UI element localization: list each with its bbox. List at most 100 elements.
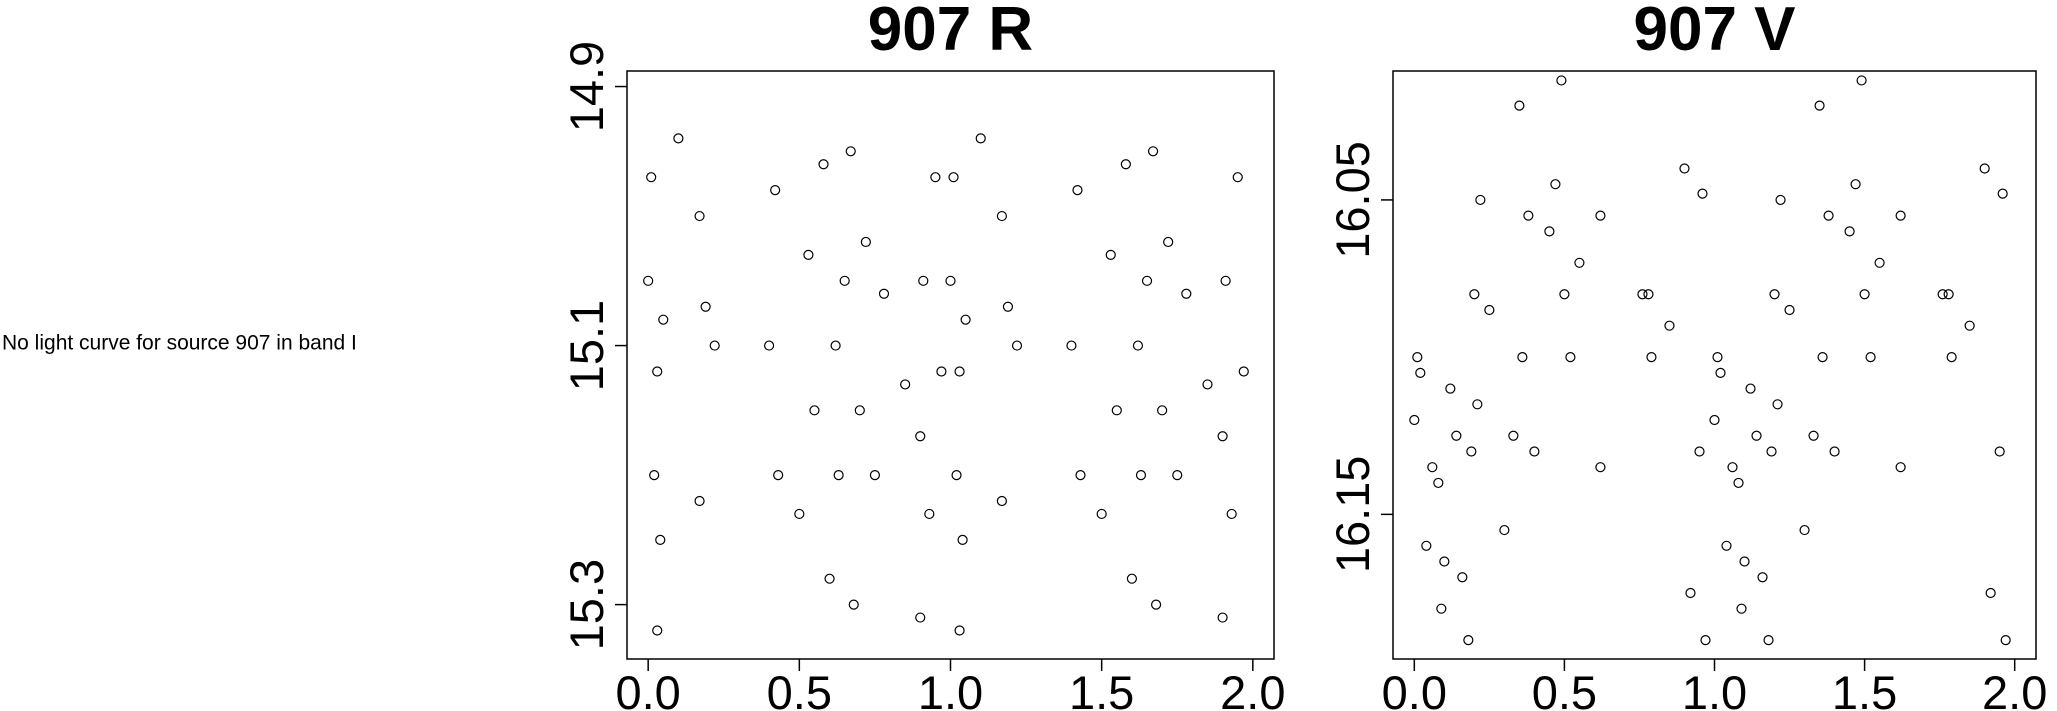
data-point xyxy=(1844,226,1855,237)
data-point xyxy=(1865,352,1876,363)
data-point xyxy=(996,210,1007,222)
data-point xyxy=(1499,524,1510,536)
x-tick-label: 1.5 xyxy=(1069,666,1134,711)
data-point xyxy=(1994,446,2005,457)
data-point xyxy=(1733,477,1744,489)
data-point xyxy=(833,469,844,481)
data-point xyxy=(1172,469,1183,481)
data-point xyxy=(803,249,814,261)
data-point xyxy=(1559,289,1570,300)
data-point xyxy=(658,314,669,325)
x-tick-label: 0.5 xyxy=(767,666,832,711)
data-point xyxy=(1202,379,1213,390)
y-tick-label: 16.15 xyxy=(1326,456,1379,574)
data-point xyxy=(918,275,929,286)
data-point xyxy=(951,469,962,481)
data-point xyxy=(1694,446,1705,457)
data-point xyxy=(1751,430,1762,441)
data-point xyxy=(839,275,850,286)
data-point xyxy=(1715,367,1726,378)
data-point xyxy=(773,469,784,481)
data-point xyxy=(1859,289,1870,300)
data-point xyxy=(915,431,926,442)
data-point xyxy=(954,366,965,377)
data-point xyxy=(1132,340,1144,351)
data-point xyxy=(1463,635,1474,646)
data-point xyxy=(936,366,947,377)
data-point xyxy=(818,159,829,170)
data-point xyxy=(694,210,705,222)
data-point xyxy=(1066,340,1077,351)
data-point xyxy=(960,314,971,325)
y-tick-label: 15.3 xyxy=(560,559,613,650)
data-point xyxy=(643,275,654,286)
x-tick-label: 0.0 xyxy=(615,666,680,711)
data-point xyxy=(1475,194,1486,206)
data-point xyxy=(1141,275,1153,286)
data-point xyxy=(1937,289,1948,300)
data-point xyxy=(975,133,986,144)
data-point xyxy=(1808,430,1819,441)
data-point xyxy=(1451,430,1462,441)
data-point xyxy=(1784,304,1795,316)
data-point xyxy=(1943,289,1954,300)
data-point xyxy=(1679,163,1690,174)
data-point xyxy=(1817,352,1828,363)
data-point xyxy=(649,469,660,481)
data-point xyxy=(1544,226,1555,237)
data-point xyxy=(1646,352,1657,363)
data-point xyxy=(1220,275,1231,286)
data-point xyxy=(673,133,684,144)
data-point xyxy=(1550,179,1561,190)
data-point xyxy=(1120,159,1131,170)
data-point xyxy=(1517,352,1528,363)
data-point xyxy=(1072,185,1083,196)
data-point xyxy=(1895,210,1906,221)
data-point xyxy=(1105,249,1116,261)
data-point xyxy=(1769,289,1780,300)
data-point xyxy=(655,534,666,545)
chart-title: 907 V xyxy=(1633,0,1795,64)
data-point xyxy=(1457,572,1468,583)
x-tick-label: 0.5 xyxy=(1532,666,1597,711)
data-point xyxy=(957,534,968,545)
data-point xyxy=(1763,635,1774,646)
data-point xyxy=(954,625,965,636)
chart-title: 907 R xyxy=(868,0,1033,64)
data-point xyxy=(1508,430,1519,441)
data-point xyxy=(1427,462,1438,473)
data-point xyxy=(1157,405,1168,416)
data-point xyxy=(1814,100,1825,111)
data-point xyxy=(1964,320,1975,331)
data-point xyxy=(1757,572,1768,583)
data-point xyxy=(1736,603,1747,614)
data-point xyxy=(915,612,926,623)
data-point xyxy=(646,172,657,183)
data-point xyxy=(1238,366,1249,377)
data-point xyxy=(700,301,711,312)
data-point xyxy=(869,469,881,481)
data-point xyxy=(2000,635,2011,646)
data-point xyxy=(878,288,890,299)
data-point xyxy=(1469,289,1480,300)
data-point xyxy=(1514,100,1525,111)
data-point xyxy=(1685,587,1696,599)
data-point xyxy=(1075,469,1086,481)
data-point xyxy=(1772,399,1783,410)
data-point xyxy=(930,172,941,183)
plot-frame xyxy=(626,70,1275,660)
data-point xyxy=(1232,172,1243,183)
data-point xyxy=(1409,414,1420,426)
data-point xyxy=(1745,383,1756,394)
data-point xyxy=(924,508,935,520)
data-point xyxy=(1433,477,1444,489)
data-point xyxy=(1574,257,1585,268)
data-point xyxy=(1697,188,1708,199)
data-point xyxy=(1850,179,1861,190)
data-point xyxy=(1217,612,1228,623)
data-point xyxy=(1147,146,1159,157)
data-point xyxy=(1529,446,1540,457)
data-point xyxy=(1874,257,1885,268)
x-tick-label: 1.0 xyxy=(1682,666,1747,711)
